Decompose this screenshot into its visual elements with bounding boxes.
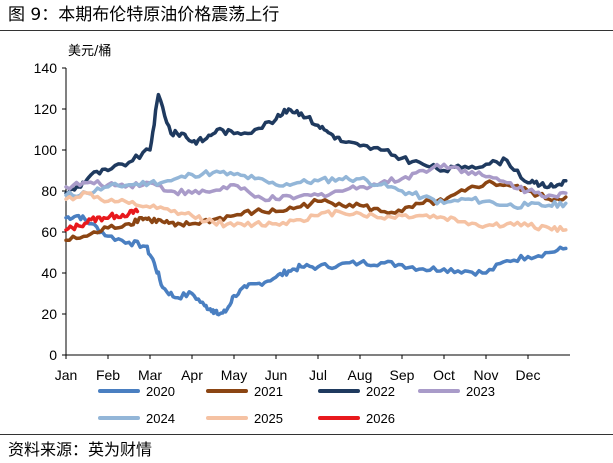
source-divider xyxy=(0,434,613,435)
x-tick-label: Nov xyxy=(474,367,499,383)
y-tick-label: 140 xyxy=(34,60,58,76)
source-note: 资料来源：英为财情 xyxy=(8,440,153,459)
x-tick-label: Jul xyxy=(309,367,327,383)
figure-title: 图 9：本期布伦特原油价格震荡上行 xyxy=(8,5,280,25)
y-tick-label: 0 xyxy=(49,347,57,363)
series-layer xyxy=(64,92,568,317)
x-tick-label: Feb xyxy=(96,367,120,383)
x-tick-label: Aug xyxy=(348,367,373,383)
series-line-2026 xyxy=(64,207,140,232)
y-tick-label: 20 xyxy=(41,306,57,322)
legend-label-2025: 2025 xyxy=(254,411,283,426)
series-line-2025 xyxy=(64,190,568,233)
y-axis: 0 20 40 60 80 100 120 140 xyxy=(34,60,67,363)
x-tick-label: Apr xyxy=(181,367,203,383)
series-line-2024 xyxy=(64,169,568,210)
x-tick-label: Jun xyxy=(265,367,288,383)
y-tick-label: 100 xyxy=(34,142,58,158)
series-line-2021 xyxy=(64,179,568,242)
y-axis-unit-label: 美元/桶 xyxy=(68,44,111,59)
x-tick-label: Sep xyxy=(390,367,415,383)
series-line-2022 xyxy=(64,92,568,196)
x-tick-label: Dec xyxy=(516,367,541,383)
title-divider xyxy=(0,30,613,31)
y-tick-label: 80 xyxy=(41,183,57,199)
x-tick-label: May xyxy=(221,367,247,383)
x-tick-label: Jan xyxy=(55,367,78,383)
legend-label-2022: 2022 xyxy=(366,384,395,399)
y-tick-label: 60 xyxy=(41,224,57,240)
legend: 2020 2021 2022 2023 2024 2025 2026 xyxy=(98,384,495,426)
x-tick-label: Oct xyxy=(433,367,455,383)
legend-label-2026: 2026 xyxy=(366,411,395,426)
series-line-2020 xyxy=(64,213,568,317)
legend-label-2021: 2021 xyxy=(254,384,283,399)
y-tick-label: 120 xyxy=(34,101,58,117)
y-tick-label: 40 xyxy=(41,265,57,281)
legend-label-2020: 2020 xyxy=(146,384,175,399)
x-axis: Jan Feb Mar Apr May Jun Jul Aug Sep Oct Nov Dec xyxy=(55,354,570,383)
legend-label-2024: 2024 xyxy=(146,411,175,426)
legend-label-2023: 2023 xyxy=(466,384,495,399)
x-tick-label: Mar xyxy=(138,367,162,383)
